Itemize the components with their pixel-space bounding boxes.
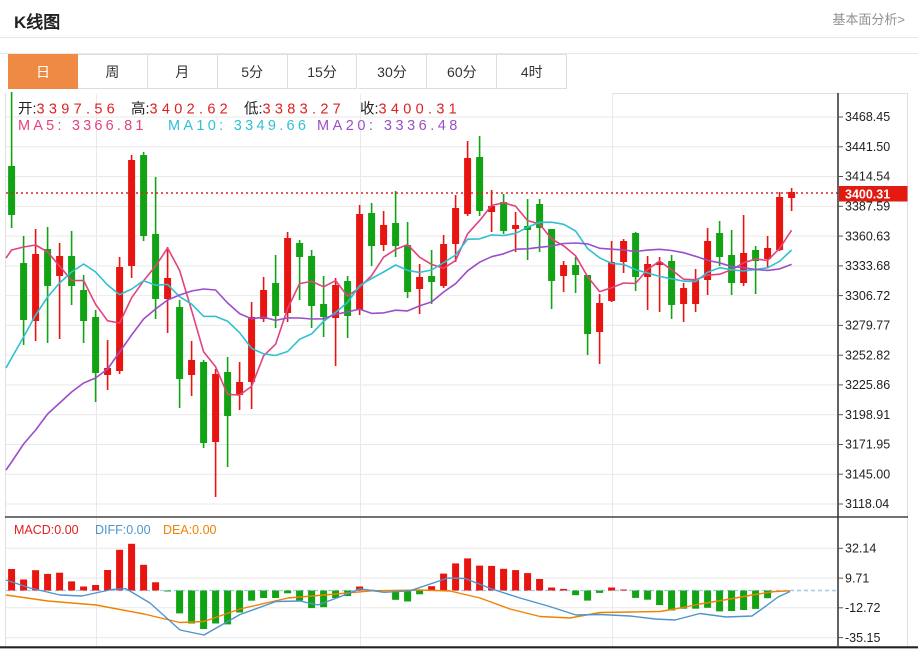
svg-text:3441.50: 3441.50 [845, 140, 890, 154]
svg-text:低:3383.27: 低:3383.27 [244, 101, 345, 118]
svg-text:MA20: 3336.48: MA20: 3336.48 [317, 118, 461, 134]
svg-text:3171.95: 3171.95 [845, 438, 890, 452]
svg-text:收:3400.31: 收:3400.31 [360, 101, 461, 118]
svg-text:3252.82: 3252.82 [845, 348, 890, 362]
svg-text:DIFF:0.00: DIFF:0.00 [95, 523, 151, 537]
svg-text:3225.86: 3225.86 [845, 378, 890, 392]
svg-text:3145.00: 3145.00 [845, 467, 890, 481]
svg-text:3468.45: 3468.45 [845, 110, 890, 124]
svg-text:3387.59: 3387.59 [845, 200, 890, 214]
svg-text:3198.91: 3198.91 [845, 408, 890, 422]
svg-text:3333.68: 3333.68 [845, 259, 890, 273]
svg-text:3414.54: 3414.54 [845, 170, 890, 184]
svg-text:3279.77: 3279.77 [845, 319, 890, 333]
svg-text:MA5: 3366.81: MA5: 3366.81 [18, 118, 147, 134]
svg-text:3118.04: 3118.04 [845, 497, 889, 511]
svg-text:9.71: 9.71 [845, 571, 869, 585]
svg-text:-35.15: -35.15 [845, 631, 880, 645]
svg-text:MA10: 3349.66: MA10: 3349.66 [168, 118, 309, 134]
svg-text:高:3402.62: 高:3402.62 [131, 101, 232, 118]
svg-text:DEA:0.00: DEA:0.00 [163, 523, 217, 537]
svg-text:MACD:0.00: MACD:0.00 [14, 523, 79, 537]
svg-text:-12.72: -12.72 [845, 601, 880, 615]
svg-text:32.14: 32.14 [845, 542, 876, 556]
svg-text:3360.63: 3360.63 [845, 229, 890, 243]
svg-text:开:3397.56: 开:3397.56 [18, 102, 119, 118]
svg-text:3400.31: 3400.31 [845, 187, 890, 201]
svg-text:3306.72: 3306.72 [845, 289, 890, 303]
